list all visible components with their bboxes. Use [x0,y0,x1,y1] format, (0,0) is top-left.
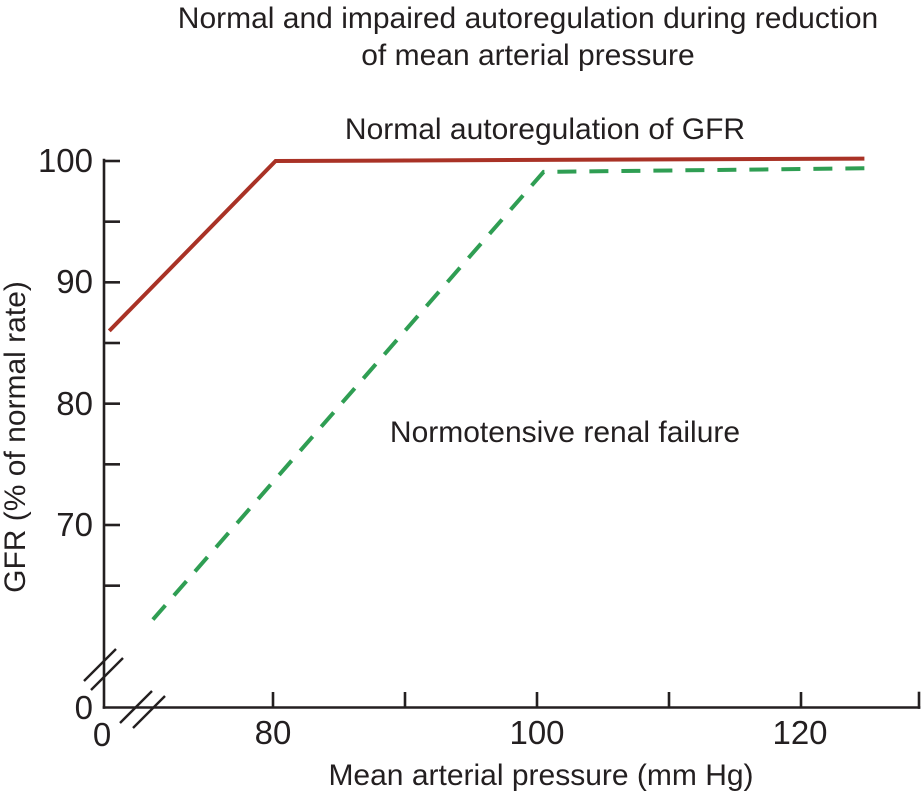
y-tick-label-90: 90 [56,263,93,300]
line-normotensive-renal-failure [151,166,865,621]
x-tick-label-120: 120 [772,714,828,751]
x-tick-label-0: 0 [92,716,112,753]
data-lines [107,156,865,621]
chart-title-line2: of mean arterial pressure [361,39,695,72]
x-tick-label-80: 80 [254,714,292,751]
x-axis-break [119,690,166,729]
series-label-normotensive-renal-failure: Normotensive renal failure [389,416,741,449]
y-tick-label-80: 80 [56,385,93,422]
chart-title-line1: Normal and impaired autoregulation durin… [177,2,879,35]
line-normal-autoregulation [107,156,865,333]
x-tick-label-100: 100 [509,714,565,751]
y-axis-title: GFR (% of normal rate) [0,281,32,593]
y-tick-label-0: 0 [74,689,93,726]
y-axis-break [83,648,124,691]
axis-ticks [104,159,803,708]
chart-title: Normal and impaired autoregulation durin… [178,0,878,74]
x-axis-title: Mean arterial pressure (mm Hg) [328,759,754,792]
y-tick-label-70: 70 [56,506,93,543]
y-tick-label-100: 100 [37,142,93,179]
series-label-normal-autoregulation: Normal autoregulation of GFR [344,113,746,146]
